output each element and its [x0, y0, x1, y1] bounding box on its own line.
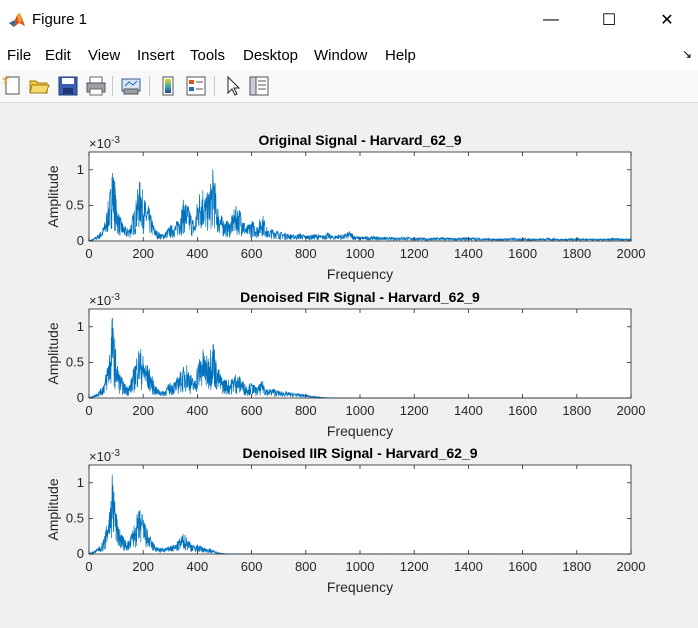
new-figure-icon[interactable]	[2, 75, 24, 97]
x-tick-label: 400	[187, 246, 209, 261]
x-tick-label: 200	[132, 246, 154, 261]
x-tick-label: 2000	[617, 403, 646, 418]
menu-tools[interactable]: Tools	[190, 47, 226, 64]
x-tick-label: 1600	[508, 403, 537, 418]
x-tick-label: 1000	[346, 246, 375, 261]
y-axis-label: Amplitude	[45, 478, 61, 540]
x-axis-label: Frequency	[327, 579, 393, 595]
axes-2[interactable]: 0 200 400 600 800 1000 1200 1400 1600 1800 2000 0 0.…	[45, 289, 645, 439]
x-tick-label: 400	[187, 559, 209, 574]
open-file-icon[interactable]	[28, 75, 50, 97]
maximize-icon: ☐	[601, 12, 617, 29]
toolbar-separator	[149, 76, 150, 96]
exponent-label: ×10-3	[89, 448, 120, 464]
x-tick-label: 0	[85, 403, 92, 418]
figure-canvas[interactable]: 0 200 400 600 800 1000 1200 1400 1600 1800 2000 0 0.…	[0, 103, 698, 628]
x-tick-label: 1400	[454, 246, 483, 261]
x-tick-label: 1800	[562, 403, 591, 418]
x-tick-label: 400	[187, 403, 209, 418]
matlab-logo-icon	[9, 13, 25, 27]
menu-desktop[interactable]: Desktop	[243, 47, 299, 64]
pointer-icon[interactable]	[222, 75, 244, 97]
save-icon[interactable]	[57, 75, 79, 97]
x-tick-label: 2000	[617, 559, 646, 574]
insert-legend-icon[interactable]	[185, 75, 207, 97]
print-icon[interactable]	[85, 75, 107, 97]
menu-help[interactable]: Help	[385, 47, 416, 64]
x-tick-label: 200	[132, 403, 154, 418]
menu-edit[interactable]: Edit	[45, 47, 71, 64]
x-tick-label: 0	[85, 246, 92, 261]
window-title: Figure 1	[32, 11, 88, 28]
window-titlebar: Figure 1 — ☐ ✕	[0, 0, 698, 40]
menu-bar: File Edit View Insert Tools Desktop Wind…	[0, 40, 698, 70]
chart-title: Denoised IIR Signal - Harvard_62_9	[243, 445, 478, 461]
x-tick-label: 200	[132, 559, 154, 574]
exponent-label: ×10-3	[89, 135, 120, 151]
close-icon: ✕	[660, 12, 674, 29]
menu-insert[interactable]: Insert	[137, 47, 175, 64]
x-tick-label: 600	[241, 246, 263, 261]
close-button[interactable]: ✕	[644, 0, 690, 40]
toolbar-separator	[112, 76, 113, 96]
exponent-label: ×10-3	[89, 292, 120, 308]
minimize-button[interactable]: —	[528, 0, 574, 40]
x-tick-label: 800	[295, 246, 317, 261]
y-tick-label: 0.5	[66, 197, 84, 212]
figure-toolbar	[0, 70, 698, 103]
x-tick-label: 600	[241, 403, 263, 418]
chart-title: Denoised FIR Signal - Harvard_62_9	[240, 289, 480, 305]
x-tick-label: 1200	[400, 403, 429, 418]
insert-colorbar-icon[interactable]	[157, 75, 179, 97]
y-tick-label: 0	[77, 390, 84, 405]
x-tick-label: 1600	[508, 246, 537, 261]
minimize-icon: —	[543, 11, 559, 28]
y-tick-label: 1	[77, 475, 84, 490]
y-axis-label: Amplitude	[45, 165, 61, 227]
chart-title: Original Signal - Harvard_62_9	[258, 132, 461, 148]
x-tick-label: 1400	[454, 403, 483, 418]
x-tick-label: 800	[295, 403, 317, 418]
x-axis-label: Frequency	[327, 266, 393, 282]
link-plot-icon[interactable]	[120, 75, 142, 97]
x-tick-label: 1000	[346, 403, 375, 418]
x-tick-label: 1000	[346, 559, 375, 574]
x-axis-label: Frequency	[327, 423, 393, 439]
axes-background	[89, 465, 631, 554]
dock-arrow-icon[interactable]: ↘	[681, 47, 692, 61]
x-tick-label: 1800	[562, 559, 591, 574]
y-tick-label: 1	[77, 162, 84, 177]
x-tick-label: 800	[295, 559, 317, 574]
y-tick-label: 0	[77, 546, 84, 561]
x-tick-label: 1200	[400, 559, 429, 574]
y-tick-label: 0.5	[66, 510, 84, 525]
menu-view[interactable]: View	[88, 47, 121, 64]
menu-window[interactable]: Window	[314, 47, 368, 64]
y-tick-label: 1	[77, 319, 84, 334]
x-tick-label: 0	[85, 559, 92, 574]
x-tick-label: 1400	[454, 559, 483, 574]
y-axis-label: Amplitude	[45, 322, 61, 384]
toolbar-separator	[214, 76, 215, 96]
x-tick-label: 600	[241, 559, 263, 574]
axes-3[interactable]: 0 200 400 600 800 1000 1200 1400 1600 1800 2000 0 0.…	[45, 445, 645, 595]
y-tick-label: 0	[77, 233, 84, 248]
x-tick-label: 1200	[400, 246, 429, 261]
y-tick-label: 0.5	[66, 354, 84, 369]
plots-svg: 0 200 400 600 800 1000 1200 1400 1600 1800 200000.…	[45, 132, 645, 595]
x-tick-label: 2000	[617, 246, 646, 261]
x-tick-label: 1600	[508, 559, 537, 574]
menu-file[interactable]: File	[7, 47, 32, 64]
property-inspector-icon[interactable]	[248, 75, 270, 97]
axes-1[interactable]: 0 200 400 600 800 1000 1200 1400 1600 1800 2000 0 0.…	[45, 132, 645, 282]
x-tick-label: 1800	[562, 246, 591, 261]
maximize-button[interactable]: ☐	[586, 0, 632, 40]
